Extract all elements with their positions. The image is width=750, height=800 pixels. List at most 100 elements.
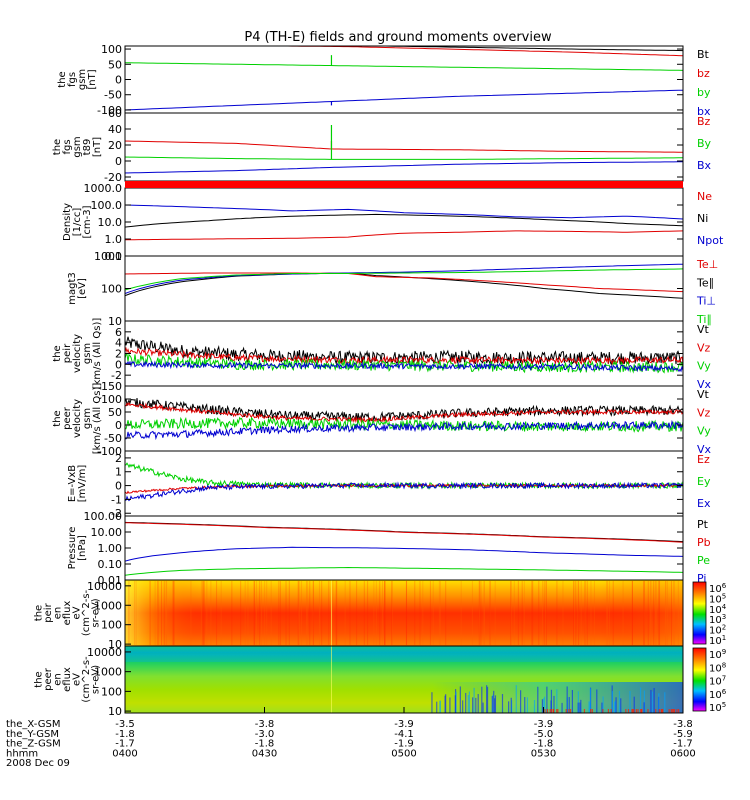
legend-entry: Pe (697, 554, 710, 567)
y-tick-label: 0.1 (105, 250, 123, 263)
separator-bar (125, 181, 683, 188)
y-tick-label: 40 (108, 123, 122, 136)
legend-entry: Vy (697, 425, 711, 438)
legend-entry: Npot (697, 234, 724, 247)
series-line (125, 360, 683, 373)
series-line (125, 272, 683, 293)
y-tick-label: -50 (104, 89, 122, 102)
series-line (125, 263, 683, 294)
y-tick-label: 100.0 (91, 199, 123, 212)
series-line (125, 268, 683, 291)
y-tick-label: 1000 (94, 250, 122, 263)
y-tick-label: -2 (111, 369, 122, 382)
y-tick-label: 0 (115, 480, 122, 493)
y-tick-label: 10 (108, 705, 122, 718)
line-panel: 100 50 0 -50 -100 thefgsgsm[nT] Bt bz by bx (57, 43, 711, 118)
y-tick-label: 6 (115, 326, 122, 339)
series-line (125, 546, 683, 562)
line-panel: 210-1-2 E=-VxB[mV/m] Ez Ey Ex (67, 450, 711, 520)
legend-entry: Vt (697, 323, 710, 336)
orbit-value: -5.9 (673, 729, 693, 740)
colorbar (692, 581, 707, 645)
colorbar-tick-label: 105 (709, 592, 726, 605)
legend-entry: by (697, 86, 711, 99)
legend-entry: bz (697, 67, 710, 80)
legend-entry: Ez (697, 453, 710, 466)
y-tick-label: 1 (115, 466, 122, 479)
y-tick-label: 1000.0 (84, 182, 123, 195)
y-tick-label: -100 (97, 104, 122, 117)
legend-entry: Ne (697, 190, 712, 203)
y-tick-label: 10.00 (91, 526, 123, 539)
series-line (125, 481, 683, 502)
line-panel: 1000.0 100.0 10.0 1.0 0.1 Density[1/cc][cm-3]… (62, 182, 724, 263)
legend-entry: Te∥ (696, 276, 714, 289)
y-tick-label: 4 (115, 337, 122, 350)
colorbar-tick-label: 105 (709, 701, 726, 714)
y-tick-label: 0 (115, 74, 122, 87)
y-tick-label: 100 (101, 619, 122, 632)
legend-entry: Vz (697, 406, 711, 419)
y-tick-label: 1000 (94, 599, 122, 612)
series-line (125, 161, 683, 174)
colorbar-tick-label: 107 (709, 675, 726, 688)
y-tick-label: 100.00 (84, 510, 123, 523)
y-tick-label: -50 (104, 432, 122, 445)
time-axis (124, 707, 684, 713)
y-tick-label: -2 (111, 507, 122, 520)
y-tick-label: 10000 (87, 580, 122, 593)
legend-entry: bx (697, 105, 711, 118)
orbit-value: -1.8 (534, 739, 554, 750)
series-line (125, 89, 683, 111)
y-tick-label: 20 (108, 139, 122, 152)
date-label: 2008 Dec 09 (6, 758, 70, 769)
colorbar-tick-label: 104 (709, 603, 727, 616)
spectrogram-panel: 10000 1000 100 10 thepeirenefluxeV(cm^2-s-sr… (34, 579, 727, 651)
legend-entry: Bx (697, 159, 712, 172)
y-tick-label: 0.10 (98, 558, 123, 571)
orbit-table: the_X-GSM -3.5 -3.8 -3.9 -3.9 -3.8 the_Y-GSM -1… (6, 719, 696, 769)
orbit-value: -3.8 (673, 719, 693, 730)
colorbar-tick-label: 101 (709, 634, 726, 647)
y-axis-label: thepeirvelocitygsm[km/s (All Qs)] (52, 318, 103, 390)
orbit-value: -3.9 (534, 719, 554, 730)
legend-entry: Vx (697, 378, 712, 391)
legend-entry: Pi (697, 572, 706, 585)
orbit-value: -1.8 (115, 729, 135, 740)
orbit-value: -5.0 (534, 729, 554, 740)
orbit-value: -3.9 (394, 719, 414, 730)
orbit-value: 0600 (670, 748, 695, 759)
y-tick-label: 1000 (94, 666, 122, 679)
y-axis-label: thepeerenefluxeV(cm^2-s-sr-eV) (34, 656, 102, 703)
legend-entry: Bt (697, 48, 710, 61)
y-axis-label: thepeirenefluxeV(cm^2-s-sr-eV) (34, 589, 102, 636)
y-tick-label: 150 (101, 380, 122, 393)
y-axis-label: magt3[eV] (67, 272, 88, 305)
legend-entry: Ti⊥ (696, 295, 716, 308)
colorbar-tick-label: 106 (709, 582, 727, 595)
orbit-value: 0430 (252, 748, 277, 759)
orbit-row-label: hhmm (6, 748, 38, 759)
y-tick-label: 0 (115, 358, 122, 371)
y-axis-label: Pressure[nPa] (67, 527, 88, 570)
legend-entry: Pb (697, 536, 711, 549)
line-panel: 1000 100 10 magt3[eV] Te⊥ Te∥ Ti⊥ Ti∥ (67, 250, 718, 328)
series-line (125, 566, 683, 576)
y-tick-label: 50 (108, 406, 122, 419)
line-panel: 150100500-50-100thepeervelocitygsm[km/s … (52, 380, 712, 458)
chart-title: P4 (TH-E) fields and ground moments over… (244, 30, 552, 45)
y-axis-label: E=-VxB[mV/m] (67, 465, 88, 503)
y-tick-label: 100 (101, 43, 122, 56)
series-line (125, 140, 683, 153)
series-line (227, 46, 683, 57)
series-line (125, 230, 683, 241)
series-line (125, 419, 683, 441)
colorbar-tick-label: 103 (709, 613, 726, 626)
orbit-value: -3.8 (255, 719, 275, 730)
orbit-value: 0400 (112, 748, 137, 759)
legend-entry: Vy (697, 360, 711, 373)
y-tick-label: 10.0 (98, 216, 123, 229)
legend-entry: Ey (697, 475, 711, 488)
y-tick-label: 100 (101, 685, 122, 698)
